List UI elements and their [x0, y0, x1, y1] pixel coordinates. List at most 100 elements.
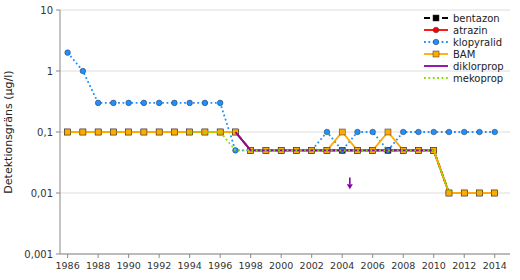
x-tick-label: 2010: [422, 260, 446, 271]
x-tick-label: 1994: [178, 260, 202, 271]
marker: [95, 100, 101, 106]
marker: [446, 129, 452, 135]
x-tick: [372, 254, 373, 258]
grid: [60, 10, 510, 254]
plot-area: [65, 50, 498, 196]
y-tick: [56, 71, 60, 72]
x-tick-label: 2002: [300, 260, 324, 271]
marker: [80, 129, 86, 135]
marker: [80, 68, 86, 74]
marker: [324, 129, 330, 135]
x-tick-label: 1998: [239, 260, 263, 271]
legend: bentazonatrazinklopyralidBAMdiklorpropme…: [424, 13, 504, 84]
marker: [217, 100, 223, 106]
marker: [476, 190, 482, 196]
marker: [461, 190, 467, 196]
marker: [187, 100, 193, 106]
x-tick: [159, 254, 160, 258]
x-tick-label: 2012: [452, 260, 476, 271]
marker: [492, 190, 498, 196]
marker: [141, 129, 147, 135]
arrow: [347, 177, 353, 189]
marker: [110, 129, 116, 135]
grid-line: [60, 71, 510, 72]
marker: [202, 129, 208, 135]
y-axis-line: [60, 10, 61, 254]
x-tick: [281, 254, 282, 258]
y-tick-label: 10: [40, 5, 53, 16]
marker: [156, 129, 162, 135]
x-tick-label: 2008: [391, 260, 415, 271]
marker: [65, 129, 71, 135]
x-tick-label: 1988: [86, 260, 110, 271]
x-tick: [342, 254, 343, 258]
legend-line: [424, 77, 448, 79]
axes: 0,0010,010,11101986198819901992199419961…: [24, 5, 510, 272]
marker: [433, 27, 439, 33]
series-line: [68, 132, 495, 193]
series-line: [235, 132, 433, 150]
y-tick-label: 0,001: [24, 249, 53, 260]
x-tick-label: 2000: [269, 260, 293, 271]
marker: [433, 39, 439, 45]
y-tick: [56, 132, 60, 133]
marker: [171, 129, 177, 135]
x-tick: [189, 254, 190, 258]
marker: [95, 129, 101, 135]
y-tick: [56, 193, 60, 194]
marker: [355, 129, 361, 135]
marker: [433, 15, 439, 21]
marker: [156, 129, 162, 135]
legend-label: mekoprop: [453, 73, 503, 84]
marker: [95, 129, 101, 135]
marker: [141, 129, 147, 135]
marker: [110, 129, 116, 135]
marker: [171, 129, 177, 135]
marker: [416, 129, 422, 135]
marker: [156, 100, 162, 106]
y-tick-label: 0,01: [31, 188, 53, 199]
x-tick: [67, 254, 68, 258]
x-tick: [464, 254, 465, 258]
x-tick-label: 1990: [117, 260, 141, 271]
grid-line: [60, 254, 510, 255]
x-tick-label: 2006: [361, 260, 385, 271]
marker: [217, 129, 223, 135]
x-tick: [311, 254, 312, 258]
marker: [217, 129, 223, 135]
series: [190, 132, 449, 193]
y-tick: [56, 254, 60, 255]
chart: 0,0010,010,11101986198819901992199419961…: [0, 0, 520, 280]
y-tick-label: 1: [47, 66, 53, 77]
x-tick: [403, 254, 404, 258]
marker: [202, 129, 208, 135]
series-line: [68, 132, 495, 193]
x-tick-label: 1986: [56, 260, 80, 271]
legend-label: BAM: [453, 49, 475, 60]
legend-label: atrazin: [453, 25, 488, 36]
x-tick-label: 1992: [147, 260, 171, 271]
arrow-shaft: [349, 177, 351, 184]
marker: [370, 129, 376, 135]
marker: [461, 190, 467, 196]
series-line: [68, 53, 495, 151]
legend-label: diklorprop: [453, 61, 504, 72]
marker: [65, 50, 71, 56]
grid-line: [60, 10, 510, 11]
marker: [431, 129, 437, 135]
y-tick-label: 0,1: [37, 127, 53, 138]
series: [65, 129, 498, 196]
marker: [476, 190, 482, 196]
marker: [111, 100, 117, 106]
x-tick: [250, 254, 251, 258]
x-tick: [433, 254, 434, 258]
marker: [80, 129, 86, 135]
legend-label: bentazon: [453, 13, 500, 24]
series-line: [190, 132, 449, 193]
marker: [461, 129, 467, 135]
marker: [126, 129, 132, 135]
x-tick: [128, 254, 129, 258]
marker: [126, 100, 132, 106]
marker: [141, 100, 147, 106]
marker: [172, 100, 178, 106]
